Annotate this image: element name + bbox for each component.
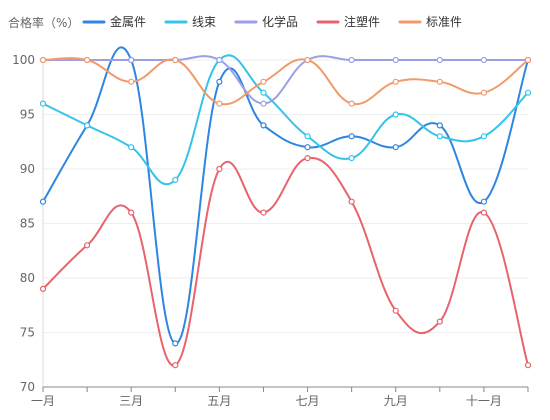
data-point-2-10[interactable] <box>480 56 488 64</box>
data-point-3-1[interactable] <box>83 242 91 249</box>
x-tick-label-8: 九月 <box>384 394 408 408</box>
data-point-3-4[interactable] <box>216 165 223 173</box>
data-point-2-8[interactable] <box>392 56 399 64</box>
data-point-3-5[interactable] <box>260 209 267 216</box>
y-tick-label-100: 100 <box>12 53 35 67</box>
legend-label-3: 注塑件 <box>344 14 380 29</box>
data-point-0-10[interactable] <box>480 198 488 205</box>
data-point-1-7[interactable] <box>348 155 355 162</box>
y-tick-label-75: 75 <box>20 326 35 340</box>
legend-item-1[interactable]: 线束 <box>164 15 216 29</box>
data-point-0-6[interactable] <box>304 144 311 151</box>
series-layer <box>39 46 532 369</box>
series-1 <box>39 54 532 186</box>
y-axis-label: 合格率（%） <box>8 15 79 30</box>
data-point-3-2[interactable] <box>128 209 135 216</box>
series-line-0 <box>42 46 529 345</box>
data-point-1-1[interactable] <box>83 122 91 129</box>
data-point-4-5[interactable] <box>260 78 267 85</box>
data-point-1-6[interactable] <box>304 133 311 140</box>
series-line-4 <box>42 57 529 106</box>
y-tick-label-70: 70 <box>20 380 35 394</box>
data-point-4-2[interactable] <box>128 78 135 85</box>
data-point-3-0[interactable] <box>39 285 47 292</box>
data-point-4-3[interactable] <box>172 56 179 64</box>
data-point-4-4[interactable] <box>216 100 223 107</box>
legend-item-0[interactable]: 金属件 <box>82 14 146 29</box>
data-point-4-0[interactable] <box>39 56 47 64</box>
x-tick-label-4: 五月 <box>207 394 231 408</box>
data-point-3-6[interactable] <box>304 155 311 162</box>
data-point-2-7[interactable] <box>348 56 355 64</box>
series-0 <box>39 46 532 347</box>
data-point-1-10[interactable] <box>480 133 488 140</box>
data-point-2-2[interactable] <box>128 56 135 64</box>
data-point-1-5[interactable] <box>260 89 267 96</box>
x-tick-label-10: 十一月 <box>466 394 502 408</box>
data-point-3-8[interactable] <box>392 307 399 314</box>
grid <box>43 59 528 333</box>
series-3 <box>39 155 532 369</box>
series-4 <box>39 56 532 107</box>
data-point-3-3[interactable] <box>172 362 179 369</box>
data-point-1-8[interactable] <box>392 111 399 118</box>
data-point-3-11[interactable] <box>524 362 532 369</box>
legend-label-1: 线束 <box>192 15 216 29</box>
data-point-4-11[interactable] <box>524 56 532 64</box>
data-point-1-2[interactable] <box>128 144 135 151</box>
legend-label-4: 标准件 <box>426 15 462 29</box>
series-2 <box>39 55 532 107</box>
data-point-4-7[interactable] <box>348 100 355 107</box>
data-point-4-8[interactable] <box>392 78 399 85</box>
y-tick-label-95: 95 <box>20 108 35 122</box>
axes: 70 75 80 85 90 95 100 一月 三月 五月 七月 九月 十一月 <box>12 53 529 408</box>
data-point-0-0[interactable] <box>39 198 47 205</box>
data-point-3-7[interactable] <box>348 198 355 205</box>
legend[interactable]: 金属件 线束 化学品 注塑件 标准件 <box>82 14 462 29</box>
data-point-1-3[interactable] <box>172 176 179 183</box>
data-point-4-10[interactable] <box>480 89 488 96</box>
data-point-2-4[interactable] <box>216 56 223 64</box>
data-point-0-3[interactable] <box>172 340 179 347</box>
data-point-1-0[interactable] <box>39 100 47 107</box>
data-point-0-8[interactable] <box>392 144 399 151</box>
data-point-2-5[interactable] <box>260 100 267 107</box>
data-point-0-5[interactable] <box>260 122 267 129</box>
data-point-4-9[interactable] <box>436 78 443 85</box>
series-line-2 <box>43 55 528 105</box>
data-point-0-9[interactable] <box>436 122 443 129</box>
data-point-0-4[interactable] <box>216 78 223 85</box>
y-tick-label-90: 90 <box>20 162 35 176</box>
x-tick-label-2: 三月 <box>119 394 143 408</box>
legend-item-2[interactable]: 化学品 <box>234 14 298 29</box>
data-point-3-10[interactable] <box>480 209 488 216</box>
x-tick-label-6: 七月 <box>296 394 320 408</box>
y-tick-label-80: 80 <box>20 271 35 285</box>
x-tick-label-0: 一月 <box>31 394 55 408</box>
data-point-4-1[interactable] <box>83 56 91 64</box>
data-point-2-9[interactable] <box>436 56 443 64</box>
data-point-4-6[interactable] <box>304 56 311 64</box>
legend-label-2: 化学品 <box>262 14 298 29</box>
legend-item-3[interactable]: 注塑件 <box>316 14 380 29</box>
data-point-0-7[interactable] <box>348 133 355 140</box>
legend-item-4[interactable]: 标准件 <box>398 15 462 29</box>
legend-label-0: 金属件 <box>110 14 146 29</box>
data-point-1-9[interactable] <box>436 133 443 140</box>
series-line-3 <box>42 157 529 367</box>
series-line-1 <box>42 54 529 186</box>
y-tick-label-85: 85 <box>20 217 35 231</box>
data-point-3-9[interactable] <box>436 318 443 325</box>
data-point-1-11[interactable] <box>524 89 532 96</box>
